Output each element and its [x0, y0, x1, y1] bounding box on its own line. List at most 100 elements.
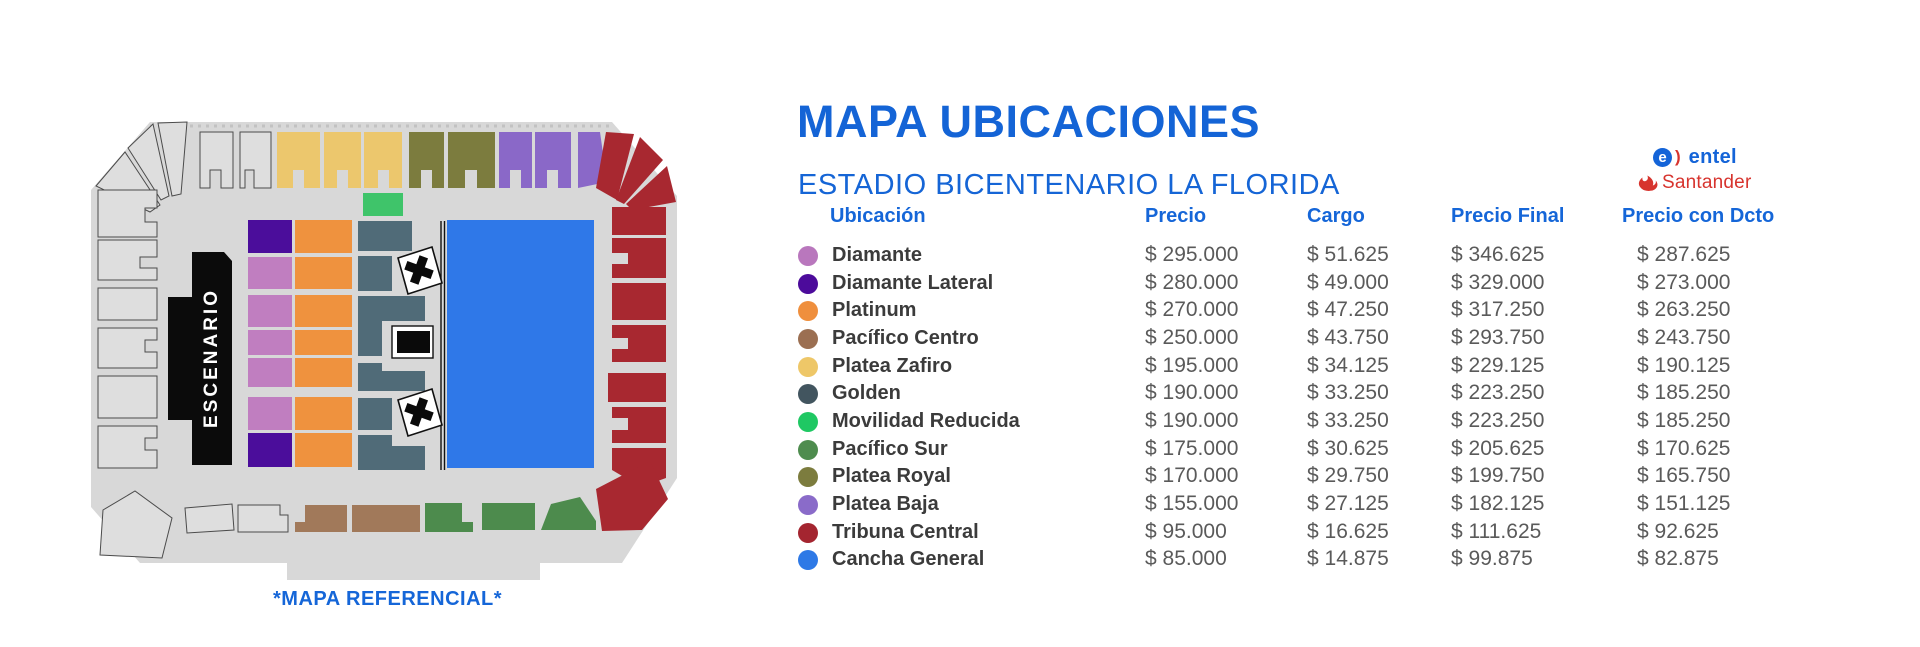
platinum-section: [295, 295, 352, 327]
precio-value: $ 190.000: [1145, 408, 1239, 432]
column-header-precio-final: Precio Final: [1451, 205, 1565, 227]
category-color-dot: [798, 467, 818, 488]
precio-final-value: $ 293.750: [1451, 325, 1545, 349]
outlined-section: [99, 490, 173, 559]
cargo-value: $ 47.250: [1307, 298, 1389, 322]
cross-icon: [404, 255, 434, 285]
precio-dcto-value: $ 273.000: [1637, 270, 1731, 294]
category-color-dot: [798, 522, 818, 543]
control-box-inner: [397, 331, 430, 353]
category-label: Movilidad Reducida: [832, 409, 1020, 432]
column-header-precio: Precio: [1145, 205, 1207, 227]
outlined-section: [97, 189, 158, 238]
page-subtitle: ESTADIO BICENTENARIO LA FLORIDA: [798, 169, 1340, 201]
tribuna-section: [612, 207, 666, 235]
column-header-cargo: Cargo: [1307, 205, 1365, 227]
diamante-section: [248, 257, 292, 289]
cross-icon: [404, 397, 434, 427]
diamante-lateral-section: [248, 220, 292, 253]
map-platinum-column: [295, 220, 352, 467]
category-label: Diamante Lateral: [832, 271, 994, 294]
tribuna-section: [608, 373, 666, 402]
precio-value: $ 85.000: [1145, 547, 1227, 571]
precio-dcto-value: $ 151.125: [1637, 491, 1731, 515]
precio-dcto-value: $ 287.625: [1637, 243, 1731, 266]
santander-logo: Santander: [1636, 172, 1751, 194]
precio-dcto-value: $ 190.125: [1637, 353, 1731, 377]
outlined-section: [127, 123, 170, 201]
precio-value: $ 170.000: [1145, 464, 1239, 488]
category-label: Pacífico Sur: [832, 437, 948, 460]
control-box: [391, 325, 434, 359]
category-label: Platea Royal: [832, 465, 951, 488]
precio-final-value: $ 99.875: [1451, 547, 1533, 571]
map-pacifico-sur-sections: [425, 497, 596, 532]
outlined-section: [97, 425, 158, 469]
tribuna-section: [612, 407, 666, 443]
pacifico-centro-section: [295, 505, 347, 532]
precio-final-value: $ 199.750: [1451, 464, 1545, 488]
santander-flame-icon: [1638, 175, 1658, 191]
precio-value: $ 280.000: [1145, 270, 1239, 294]
golden-section: [358, 363, 425, 391]
zafiro-section: [364, 132, 402, 188]
cargo-value: $ 33.250: [1307, 381, 1389, 405]
cargo-value: $ 49.000: [1307, 270, 1389, 294]
map-diamante-column: [248, 220, 292, 467]
platinum-section: [295, 330, 352, 355]
outlined-section: [237, 504, 289, 533]
platinum-section: [295, 358, 352, 387]
diamante-section: [248, 295, 292, 327]
precio-dcto-value: $ 165.750: [1637, 464, 1731, 488]
outlined-section: [157, 121, 188, 197]
diamante-lateral-section: [248, 433, 292, 467]
field-fence-lines: [440, 221, 446, 470]
outlined-section: [199, 131, 234, 189]
precio-dcto-value: $ 263.250: [1637, 298, 1731, 322]
entel-icon: e: [1653, 148, 1672, 167]
category-label: Tribuna Central: [832, 520, 979, 543]
diamante-section: [248, 397, 292, 430]
precio-final-value: $ 182.125: [1451, 491, 1545, 515]
precio-value: $ 175.000: [1145, 436, 1239, 460]
category-label: Platea Baja: [832, 492, 939, 515]
category-color-dot: [798, 246, 818, 266]
golden-section: [358, 398, 392, 430]
cargo-value: $ 33.250: [1307, 408, 1389, 432]
golden-section: [358, 256, 392, 291]
baja-section: [499, 132, 532, 188]
stage: [168, 252, 232, 465]
precio-value: $ 270.000: [1145, 298, 1239, 322]
cargo-value: $ 29.750: [1307, 464, 1389, 488]
category-color-dot: [798, 439, 818, 460]
pacifico-sur-section: [425, 503, 473, 532]
table-row: Movilidad Reducida $ 190.000 $ 33.250 $ …: [0, 408, 1920, 436]
golden-section: [358, 435, 425, 470]
category-label: Golden: [832, 382, 901, 405]
platinum-section: [295, 220, 352, 253]
royal-section: [448, 132, 495, 188]
pacifico-sur-section: [482, 503, 535, 530]
table-row: Diamante $ 295.000 $ 51.625 $ 346.625 $ …: [0, 242, 1920, 270]
precio-value: $ 155.000: [1145, 491, 1239, 515]
pacifico-sur-section: [541, 497, 596, 530]
precio-final-value: $ 329.000: [1451, 270, 1545, 294]
cross-pocket-top: [397, 245, 443, 296]
tribuna-section: [596, 132, 634, 200]
cargo-value: $ 27.125: [1307, 491, 1389, 515]
cargo-value: $ 30.625: [1307, 436, 1389, 460]
precio-value: $ 190.000: [1145, 381, 1239, 405]
royal-section: [409, 132, 444, 188]
outlined-section: [239, 131, 272, 189]
precio-final-value: $ 223.250: [1451, 408, 1545, 432]
tribuna-section: [612, 283, 666, 320]
santander-wordmark: Santander: [1662, 172, 1752, 193]
diamante-section: [248, 330, 292, 355]
map-pacifico-centro-sections: [295, 505, 420, 532]
precio-dcto-value: $ 92.625: [1637, 519, 1719, 543]
category-color-dot: [798, 356, 818, 377]
zafiro-section: [277, 132, 320, 188]
zafiro-section: [324, 132, 361, 188]
map-tribuna-central-sections: [596, 132, 676, 531]
table-row: Tribuna Central $ 95.000 $ 16.625 $ 111.…: [0, 519, 1920, 547]
